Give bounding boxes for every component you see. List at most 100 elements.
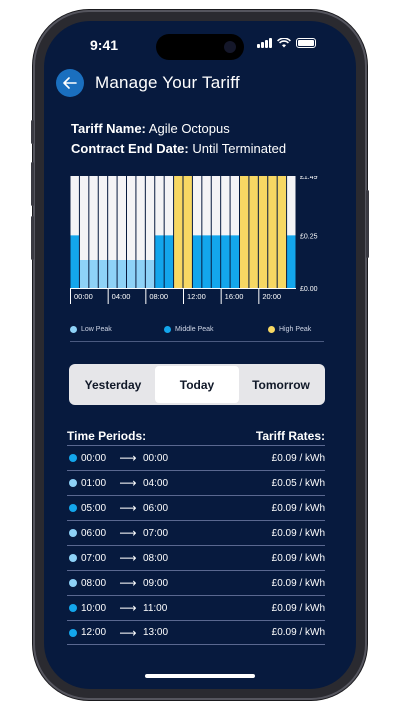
period-end: 11:00 xyxy=(143,602,168,614)
rate-level-dot-icon xyxy=(69,579,77,587)
rate-level-dot-icon xyxy=(69,554,77,562)
rate-level-dot-icon xyxy=(69,479,77,487)
period-start: 10:00 xyxy=(81,602,107,614)
period-end: 08:00 xyxy=(143,552,169,564)
chart-y-tick-label: £0.25 xyxy=(300,233,318,240)
chart-y-tick-label: £0.00 xyxy=(300,286,318,293)
chart-bar-1700 xyxy=(230,235,240,288)
rates-table-header: Time Periods: Tariff Rates: xyxy=(67,429,325,443)
period-start: 08:00 xyxy=(81,577,107,589)
table-row: 06:00 ⟶ 07:00 £0.09 / kWh xyxy=(67,520,325,545)
chart-bar-1100 xyxy=(173,176,183,288)
table-row: 07:00 ⟶ 08:00 £0.09 / kWh xyxy=(67,545,325,570)
arrow-right-icon: ⟶ xyxy=(119,501,137,515)
app-screen: 9:41 Manage Your Tariff Tariff Name: Agi… xyxy=(44,21,356,689)
tariff-chart: 00:00 04:00 08:00 12:00 16:00 20:00 £1.49 £0.25… xyxy=(70,176,318,304)
period-end: 13:00 xyxy=(143,627,169,638)
time-periods-header: Time Periods: xyxy=(67,429,147,443)
period-rate: £0.09 / kWh xyxy=(271,502,325,514)
back-button[interactable] xyxy=(56,69,84,97)
arrow-right-icon: ⟶ xyxy=(119,625,137,640)
legend-low-label: Low Peak xyxy=(81,326,112,333)
arrow-right-icon: ⟶ xyxy=(119,451,137,465)
period-end: 07:00 xyxy=(143,527,169,539)
signal-icon xyxy=(257,38,272,48)
home-indicator[interactable] xyxy=(145,674,255,678)
chart-bar-0600 xyxy=(126,260,136,288)
contract-end-row: Contract End Date: Until Terminated xyxy=(71,141,286,156)
rate-level-dot-icon xyxy=(69,454,77,462)
period-start: 05:00 xyxy=(81,502,107,514)
chart-bar-0200 xyxy=(88,260,99,288)
tab-yesterday[interactable]: Yesterday xyxy=(84,377,142,392)
arrow-right-icon: ⟶ xyxy=(119,576,137,590)
chart-bar-0400 xyxy=(107,260,118,288)
legend-middle-label: Middle Peak xyxy=(175,326,214,333)
arrow-right-icon: ⟶ xyxy=(119,601,137,615)
page-title: Manage Your Tariff xyxy=(95,73,240,92)
rate-level-dot-icon xyxy=(69,604,77,612)
period-rate: £0.05 / kWh xyxy=(271,477,325,489)
action-button xyxy=(31,120,34,144)
day-selector: Yesterday Today Tomorrow xyxy=(69,364,325,405)
chart-bar-2100 xyxy=(267,176,278,288)
arrow-right-icon: ⟶ xyxy=(119,551,137,565)
period-rate: £0.09 / kWh xyxy=(271,552,325,564)
period-start: 00:00 xyxy=(81,452,107,464)
chart-bar-1500 xyxy=(211,235,221,288)
rates-table: 00:00 ⟶ 00:00 £0.09 / kWh 01:00 ⟶ 04:00 £0.05 /… xyxy=(67,445,325,645)
chart-bar-0900 xyxy=(154,235,165,288)
legend-middle: Middle Peak xyxy=(164,326,214,333)
table-row: 08:00 ⟶ 09:00 £0.09 / kWh xyxy=(67,570,325,595)
period-start: 12:00 xyxy=(81,627,107,638)
period-end: 09:00 xyxy=(143,577,169,589)
period-rate: £0.09 / kWh xyxy=(271,577,325,589)
period-end: 00:00 xyxy=(143,452,169,464)
arrow-left-icon xyxy=(63,77,77,89)
period-end: 04:00 xyxy=(143,477,169,489)
rate-level-dot-icon xyxy=(69,504,77,512)
chart-x-tick-label: 20:00 xyxy=(262,292,281,301)
chart-x-tick-label: 04:00 xyxy=(112,292,131,301)
chart-bar-0800 xyxy=(145,260,155,288)
chart-x-tick-label: 16:00 xyxy=(225,292,244,301)
status-time: 9:41 xyxy=(90,37,119,53)
volume-up-button xyxy=(31,162,34,206)
chart-x-tick-label: 12:00 xyxy=(187,292,206,301)
period-start: 01:00 xyxy=(81,477,107,489)
period-rate: £0.09 / kWh xyxy=(271,527,325,539)
chart-x-tick-label: 08:00 xyxy=(149,292,168,301)
table-row: 10:00 ⟶ 11:00 £0.09 / kWh xyxy=(67,595,325,620)
chart-bar-1600 xyxy=(220,235,231,288)
power-button xyxy=(366,190,369,258)
period-rate: £0.09 / kWh xyxy=(271,452,325,464)
tab-today[interactable]: Today xyxy=(155,366,239,403)
legend-high: High Peak xyxy=(268,326,311,333)
chart-bar-2200 xyxy=(277,176,287,288)
low-peak-dot-icon xyxy=(70,326,77,333)
tariff-name-row: Tariff Name: Agile Octopus xyxy=(71,121,230,136)
legend-low: Low Peak xyxy=(70,326,112,333)
volume-down-button xyxy=(31,216,34,260)
chart-bar-1000 xyxy=(164,235,174,288)
rate-level-dot-icon xyxy=(69,529,77,537)
table-row: 05:00 ⟶ 06:00 £0.09 / kWh xyxy=(67,495,325,520)
tariff-name-value: Agile Octopus xyxy=(148,121,230,136)
table-row: 12:00 ⟶ 13:00 £0.09 / kWh xyxy=(67,620,325,645)
tariff-name-label: Tariff Name: xyxy=(71,121,146,136)
legend-high-label: High Peak xyxy=(279,326,312,333)
rate-level-dot-icon xyxy=(69,628,77,637)
tariff-rates-header: Tariff Rates: xyxy=(255,429,325,443)
arrow-right-icon: ⟶ xyxy=(119,476,137,490)
dynamic-island xyxy=(156,34,244,60)
chart-bar-1200 xyxy=(183,176,193,288)
period-rate: £0.09 / kWh xyxy=(271,602,325,614)
tab-tomorrow[interactable]: Tomorrow xyxy=(252,377,310,392)
battery-icon xyxy=(296,38,316,48)
chart-bar-2000 xyxy=(258,176,268,288)
contract-end-label: Contract End Date: xyxy=(71,141,189,156)
table-row: 00:00 ⟶ 00:00 £0.09 / kWh xyxy=(67,445,325,470)
wifi-icon xyxy=(277,38,291,48)
chart-legend: Low Peak Middle Peak High Peak xyxy=(70,324,324,342)
period-rate: £0.09 / kWh xyxy=(271,627,325,638)
